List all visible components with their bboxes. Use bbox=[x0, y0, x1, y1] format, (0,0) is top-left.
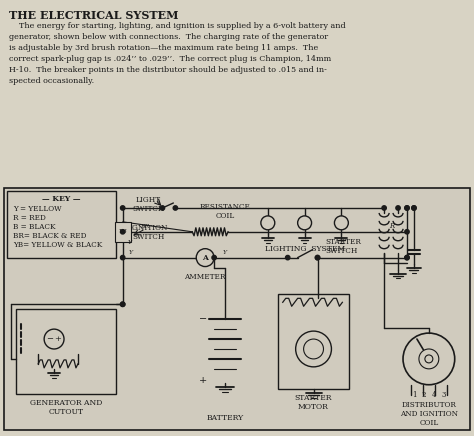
Bar bbox=[16, 309, 116, 394]
Text: H-10.  The breaker points in the distributor should be adjusted to .015 and in-: H-10. The breaker points in the distribu… bbox=[9, 66, 327, 74]
Circle shape bbox=[196, 249, 214, 266]
Text: B = BLACK: B = BLACK bbox=[13, 223, 56, 231]
Circle shape bbox=[315, 255, 319, 260]
Circle shape bbox=[412, 206, 416, 210]
Circle shape bbox=[396, 206, 400, 210]
Text: GENERATOR AND
CUTOUT: GENERATOR AND CUTOUT bbox=[30, 399, 102, 416]
Circle shape bbox=[285, 255, 290, 260]
Circle shape bbox=[425, 355, 433, 363]
Text: generator, shown below with connections.  The charging rate of the generator: generator, shown below with connections.… bbox=[9, 33, 328, 41]
Circle shape bbox=[335, 216, 348, 230]
Circle shape bbox=[405, 206, 409, 210]
Circle shape bbox=[160, 206, 164, 210]
Text: The energy for starting, lighting, and ignition is supplied by a 6-volt battery : The energy for starting, lighting, and i… bbox=[9, 22, 346, 30]
Circle shape bbox=[120, 206, 125, 210]
Text: BATTERY: BATTERY bbox=[207, 413, 244, 422]
Circle shape bbox=[261, 216, 275, 230]
Text: Y: Y bbox=[128, 240, 132, 245]
Text: Y = YELLOW: Y = YELLOW bbox=[13, 205, 62, 213]
Text: −: − bbox=[316, 340, 321, 348]
Text: DISTRIBUTOR
AND IGNITION
COIL: DISTRIBUTOR AND IGNITION COIL bbox=[400, 401, 458, 427]
Text: A: A bbox=[202, 254, 208, 262]
Text: RESISTANCE
COIL: RESISTANCE COIL bbox=[200, 203, 250, 220]
Text: STARTER
SWITCH: STARTER SWITCH bbox=[326, 238, 361, 255]
Bar bbox=[8, 191, 116, 258]
Text: LIGHT
SWITCH: LIGHT SWITCH bbox=[132, 196, 164, 213]
Text: −: − bbox=[306, 350, 311, 358]
Circle shape bbox=[120, 302, 125, 307]
Circle shape bbox=[120, 255, 125, 260]
Circle shape bbox=[173, 206, 178, 210]
Circle shape bbox=[304, 339, 323, 359]
Text: R = RED: R = RED bbox=[13, 214, 46, 222]
Text: — KEY —: — KEY — bbox=[42, 195, 80, 203]
Text: correct spark-plug gap is .024’’ to .029’’.  The correct plug is Champion, 14mm: correct spark-plug gap is .024’’ to .029… bbox=[9, 55, 332, 63]
Circle shape bbox=[403, 333, 455, 385]
Bar bbox=[4, 188, 470, 430]
Text: Y: Y bbox=[128, 250, 133, 255]
Text: 4: 4 bbox=[432, 391, 436, 399]
Text: 1: 1 bbox=[412, 391, 416, 399]
Circle shape bbox=[405, 206, 409, 210]
Circle shape bbox=[405, 255, 409, 260]
Text: Y: Y bbox=[223, 250, 227, 255]
Text: +: + bbox=[306, 340, 311, 348]
Circle shape bbox=[298, 216, 311, 230]
Text: 3: 3 bbox=[442, 391, 446, 399]
Circle shape bbox=[405, 255, 409, 260]
Text: +: + bbox=[55, 335, 62, 343]
Text: LIGHTING  SYSTEM: LIGHTING SYSTEM bbox=[264, 245, 345, 253]
Bar bbox=[115, 222, 131, 242]
Text: +: + bbox=[199, 376, 207, 385]
Text: STARTER
MOTOR: STARTER MOTOR bbox=[295, 394, 332, 411]
Text: −: − bbox=[46, 335, 54, 343]
Circle shape bbox=[120, 302, 125, 307]
Circle shape bbox=[412, 206, 416, 210]
Text: YB= YELLOW & BLACK: YB= YELLOW & BLACK bbox=[13, 241, 102, 249]
Text: is adjustable by 3rd brush rotation—the maximum rate being 11 amps.  The: is adjustable by 3rd brush rotation—the … bbox=[9, 44, 319, 52]
Bar bbox=[278, 294, 349, 389]
Text: IGNITION
SWITCH: IGNITION SWITCH bbox=[129, 224, 168, 241]
Text: BR: BR bbox=[140, 225, 149, 229]
Circle shape bbox=[419, 349, 439, 369]
Text: 2: 2 bbox=[422, 391, 426, 399]
Text: AMMETER: AMMETER bbox=[184, 272, 226, 280]
Circle shape bbox=[44, 329, 64, 349]
Circle shape bbox=[212, 255, 216, 260]
Text: spected occasionally.: spected occasionally. bbox=[9, 77, 94, 85]
Text: +: + bbox=[316, 350, 321, 358]
Circle shape bbox=[296, 331, 331, 367]
Text: R: R bbox=[390, 222, 395, 230]
Circle shape bbox=[315, 255, 319, 260]
Text: BR= BLACK & RED: BR= BLACK & RED bbox=[13, 232, 87, 240]
Text: YB: YB bbox=[118, 229, 127, 234]
Circle shape bbox=[405, 230, 409, 234]
Circle shape bbox=[382, 206, 386, 210]
Text: THE ELECTRICAL SYSTEM: THE ELECTRICAL SYSTEM bbox=[9, 10, 179, 21]
Text: −: − bbox=[199, 315, 207, 324]
Circle shape bbox=[120, 230, 125, 234]
